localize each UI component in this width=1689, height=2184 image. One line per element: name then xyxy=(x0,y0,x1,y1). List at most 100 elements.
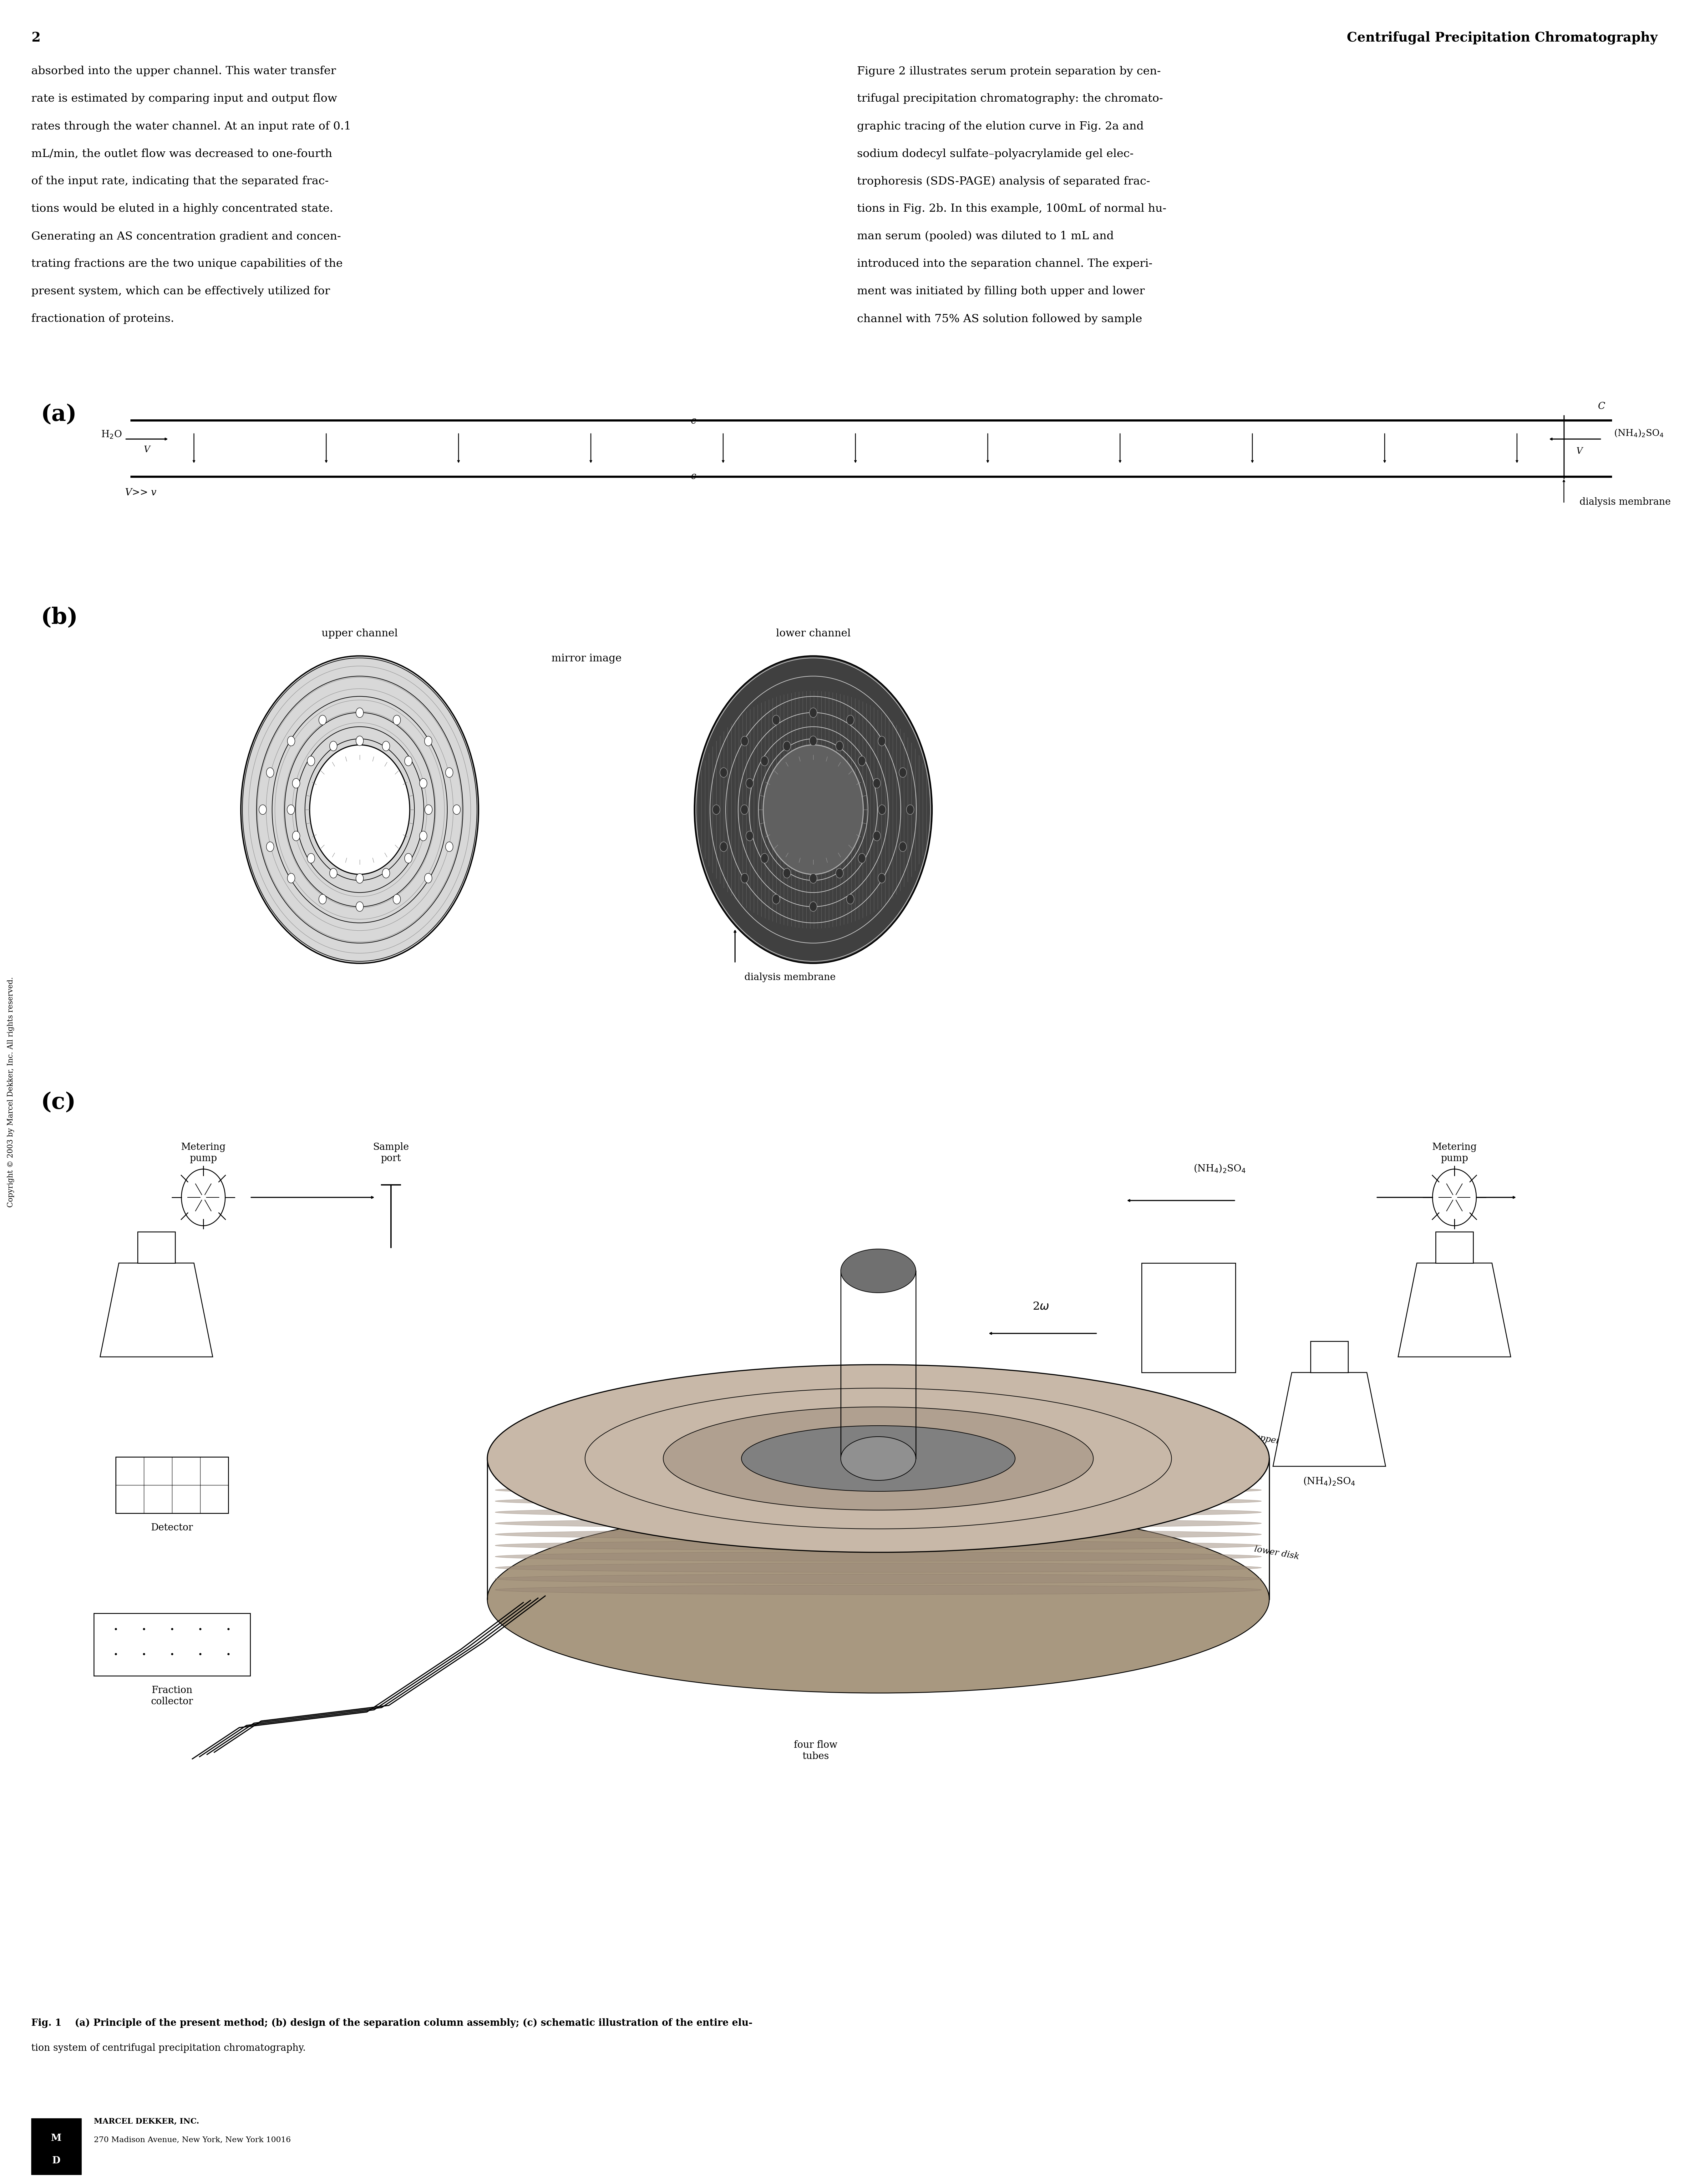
Ellipse shape xyxy=(664,1406,1093,1509)
Circle shape xyxy=(809,874,817,885)
FancyBboxPatch shape xyxy=(32,2118,81,2175)
Circle shape xyxy=(907,806,914,815)
Circle shape xyxy=(873,832,880,841)
Text: Centrifugal Precipitation Chromatography: Centrifugal Precipitation Chromatography xyxy=(1346,31,1657,44)
Circle shape xyxy=(267,843,274,852)
Circle shape xyxy=(846,716,855,725)
Circle shape xyxy=(267,769,274,778)
Circle shape xyxy=(356,736,363,747)
Circle shape xyxy=(287,736,296,747)
Text: H$_2$O: H$_2$O xyxy=(1469,1295,1491,1306)
Circle shape xyxy=(405,854,412,863)
Circle shape xyxy=(878,806,885,815)
Text: trophoresis (SDS-PAGE) analysis of separated frac-: trophoresis (SDS-PAGE) analysis of separ… xyxy=(856,175,1150,186)
Text: upper disk: upper disk xyxy=(1253,1433,1301,1450)
Text: Detector: Detector xyxy=(150,1522,193,1533)
Text: of the input rate, indicating that the separated frac-: of the input rate, indicating that the s… xyxy=(32,175,329,186)
Circle shape xyxy=(858,854,866,863)
Ellipse shape xyxy=(495,1463,1262,1472)
Text: sodium dodecyl sulfate–polyacrylamide gel elec-: sodium dodecyl sulfate–polyacrylamide ge… xyxy=(856,149,1133,159)
Circle shape xyxy=(356,874,363,885)
Circle shape xyxy=(446,843,453,852)
Text: (b): (b) xyxy=(41,607,78,629)
Text: 270 Madison Avenue, New York, New York 10016: 270 Madison Avenue, New York, New York 1… xyxy=(95,2136,291,2143)
Circle shape xyxy=(382,740,390,751)
Circle shape xyxy=(784,740,790,751)
Text: upper channel: upper channel xyxy=(321,629,399,638)
Circle shape xyxy=(720,769,728,778)
Text: tions in Fig. 2b. In this example, 100mL of normal hu-: tions in Fig. 2b. In this example, 100mL… xyxy=(856,203,1167,214)
Circle shape xyxy=(747,832,753,841)
Ellipse shape xyxy=(495,1553,1262,1562)
Text: V: V xyxy=(144,446,150,454)
Circle shape xyxy=(356,902,363,911)
Circle shape xyxy=(809,708,817,719)
Text: lower disk: lower disk xyxy=(1253,1544,1301,1562)
Text: Copyright © 2003 by Marcel Dekker, Inc. All rights reserved.: Copyright © 2003 by Marcel Dekker, Inc. … xyxy=(7,976,15,1208)
Circle shape xyxy=(846,895,855,904)
Circle shape xyxy=(329,869,338,878)
Circle shape xyxy=(763,745,863,874)
Text: fractionation of proteins.: fractionation of proteins. xyxy=(32,312,174,323)
Circle shape xyxy=(747,780,753,788)
Circle shape xyxy=(242,655,478,963)
Circle shape xyxy=(394,895,400,904)
Ellipse shape xyxy=(495,1542,1262,1551)
Circle shape xyxy=(309,745,410,874)
Circle shape xyxy=(287,806,294,815)
Circle shape xyxy=(741,806,748,815)
Circle shape xyxy=(809,736,817,747)
Text: present system, which can be effectively utilized for: present system, which can be effectively… xyxy=(32,286,329,297)
Circle shape xyxy=(836,869,843,878)
Polygon shape xyxy=(100,1262,213,1356)
Ellipse shape xyxy=(495,1575,1262,1583)
Ellipse shape xyxy=(495,1507,1262,1518)
Ellipse shape xyxy=(495,1564,1262,1572)
Ellipse shape xyxy=(495,1518,1262,1529)
Polygon shape xyxy=(1274,1372,1385,1465)
Ellipse shape xyxy=(741,1426,1015,1492)
Text: absorbed into the upper channel. This water transfer: absorbed into the upper channel. This wa… xyxy=(32,66,336,76)
Text: Metering
pump: Metering pump xyxy=(1432,1142,1476,1164)
Text: tions would be eluted in a highly concentrated state.: tions would be eluted in a highly concen… xyxy=(32,203,333,214)
Text: 2$\omega$: 2$\omega$ xyxy=(1032,1302,1049,1313)
Circle shape xyxy=(419,832,427,841)
Circle shape xyxy=(405,756,412,767)
Text: introduced into the separation channel. The experi-: introduced into the separation channel. … xyxy=(856,258,1152,269)
Polygon shape xyxy=(137,1232,176,1262)
Text: Figure 2 illustrates serum protein separation by cen-: Figure 2 illustrates serum protein separ… xyxy=(856,66,1160,76)
Circle shape xyxy=(424,874,432,882)
Circle shape xyxy=(419,780,427,788)
Circle shape xyxy=(784,869,790,878)
Polygon shape xyxy=(1398,1262,1510,1356)
Text: channel with 75% AS solution followed by sample: channel with 75% AS solution followed by… xyxy=(856,312,1142,323)
Text: M: M xyxy=(51,2134,61,2143)
Circle shape xyxy=(307,854,314,863)
Polygon shape xyxy=(1436,1232,1473,1262)
Circle shape xyxy=(319,895,326,904)
Text: man serum (pooled) was diluted to 1 mL and: man serum (pooled) was diluted to 1 mL a… xyxy=(856,232,1113,242)
Circle shape xyxy=(292,832,301,841)
Circle shape xyxy=(287,874,296,882)
Text: trating fractions are the two unique capabilities of the: trating fractions are the two unique cap… xyxy=(32,258,343,269)
Circle shape xyxy=(720,843,728,852)
Circle shape xyxy=(741,874,748,882)
Circle shape xyxy=(424,736,432,747)
Text: C: C xyxy=(1598,402,1605,411)
Ellipse shape xyxy=(495,1496,1262,1507)
Text: Sample
port: Sample port xyxy=(373,1142,409,1164)
Ellipse shape xyxy=(495,1529,1262,1540)
Text: mL/min, the outlet flow was decreased to one-fourth: mL/min, the outlet flow was decreased to… xyxy=(32,149,333,159)
Circle shape xyxy=(382,869,390,878)
Text: 2: 2 xyxy=(32,31,41,44)
Text: ment was initiated by filling both upper and lower: ment was initiated by filling both upper… xyxy=(856,286,1145,297)
Ellipse shape xyxy=(488,1505,1268,1693)
Circle shape xyxy=(694,655,932,963)
Circle shape xyxy=(772,716,780,725)
Text: mirror image: mirror image xyxy=(551,653,622,664)
Text: trifugal precipitation chromatography: the chromato-: trifugal precipitation chromatography: t… xyxy=(856,94,1164,105)
Text: four flow
tubes: four flow tubes xyxy=(794,1741,838,1760)
Text: V>> v: V>> v xyxy=(125,487,157,498)
Ellipse shape xyxy=(495,1474,1262,1483)
Text: tion system of centrifugal precipitation chromatography.: tion system of centrifugal precipitation… xyxy=(32,2042,306,2053)
